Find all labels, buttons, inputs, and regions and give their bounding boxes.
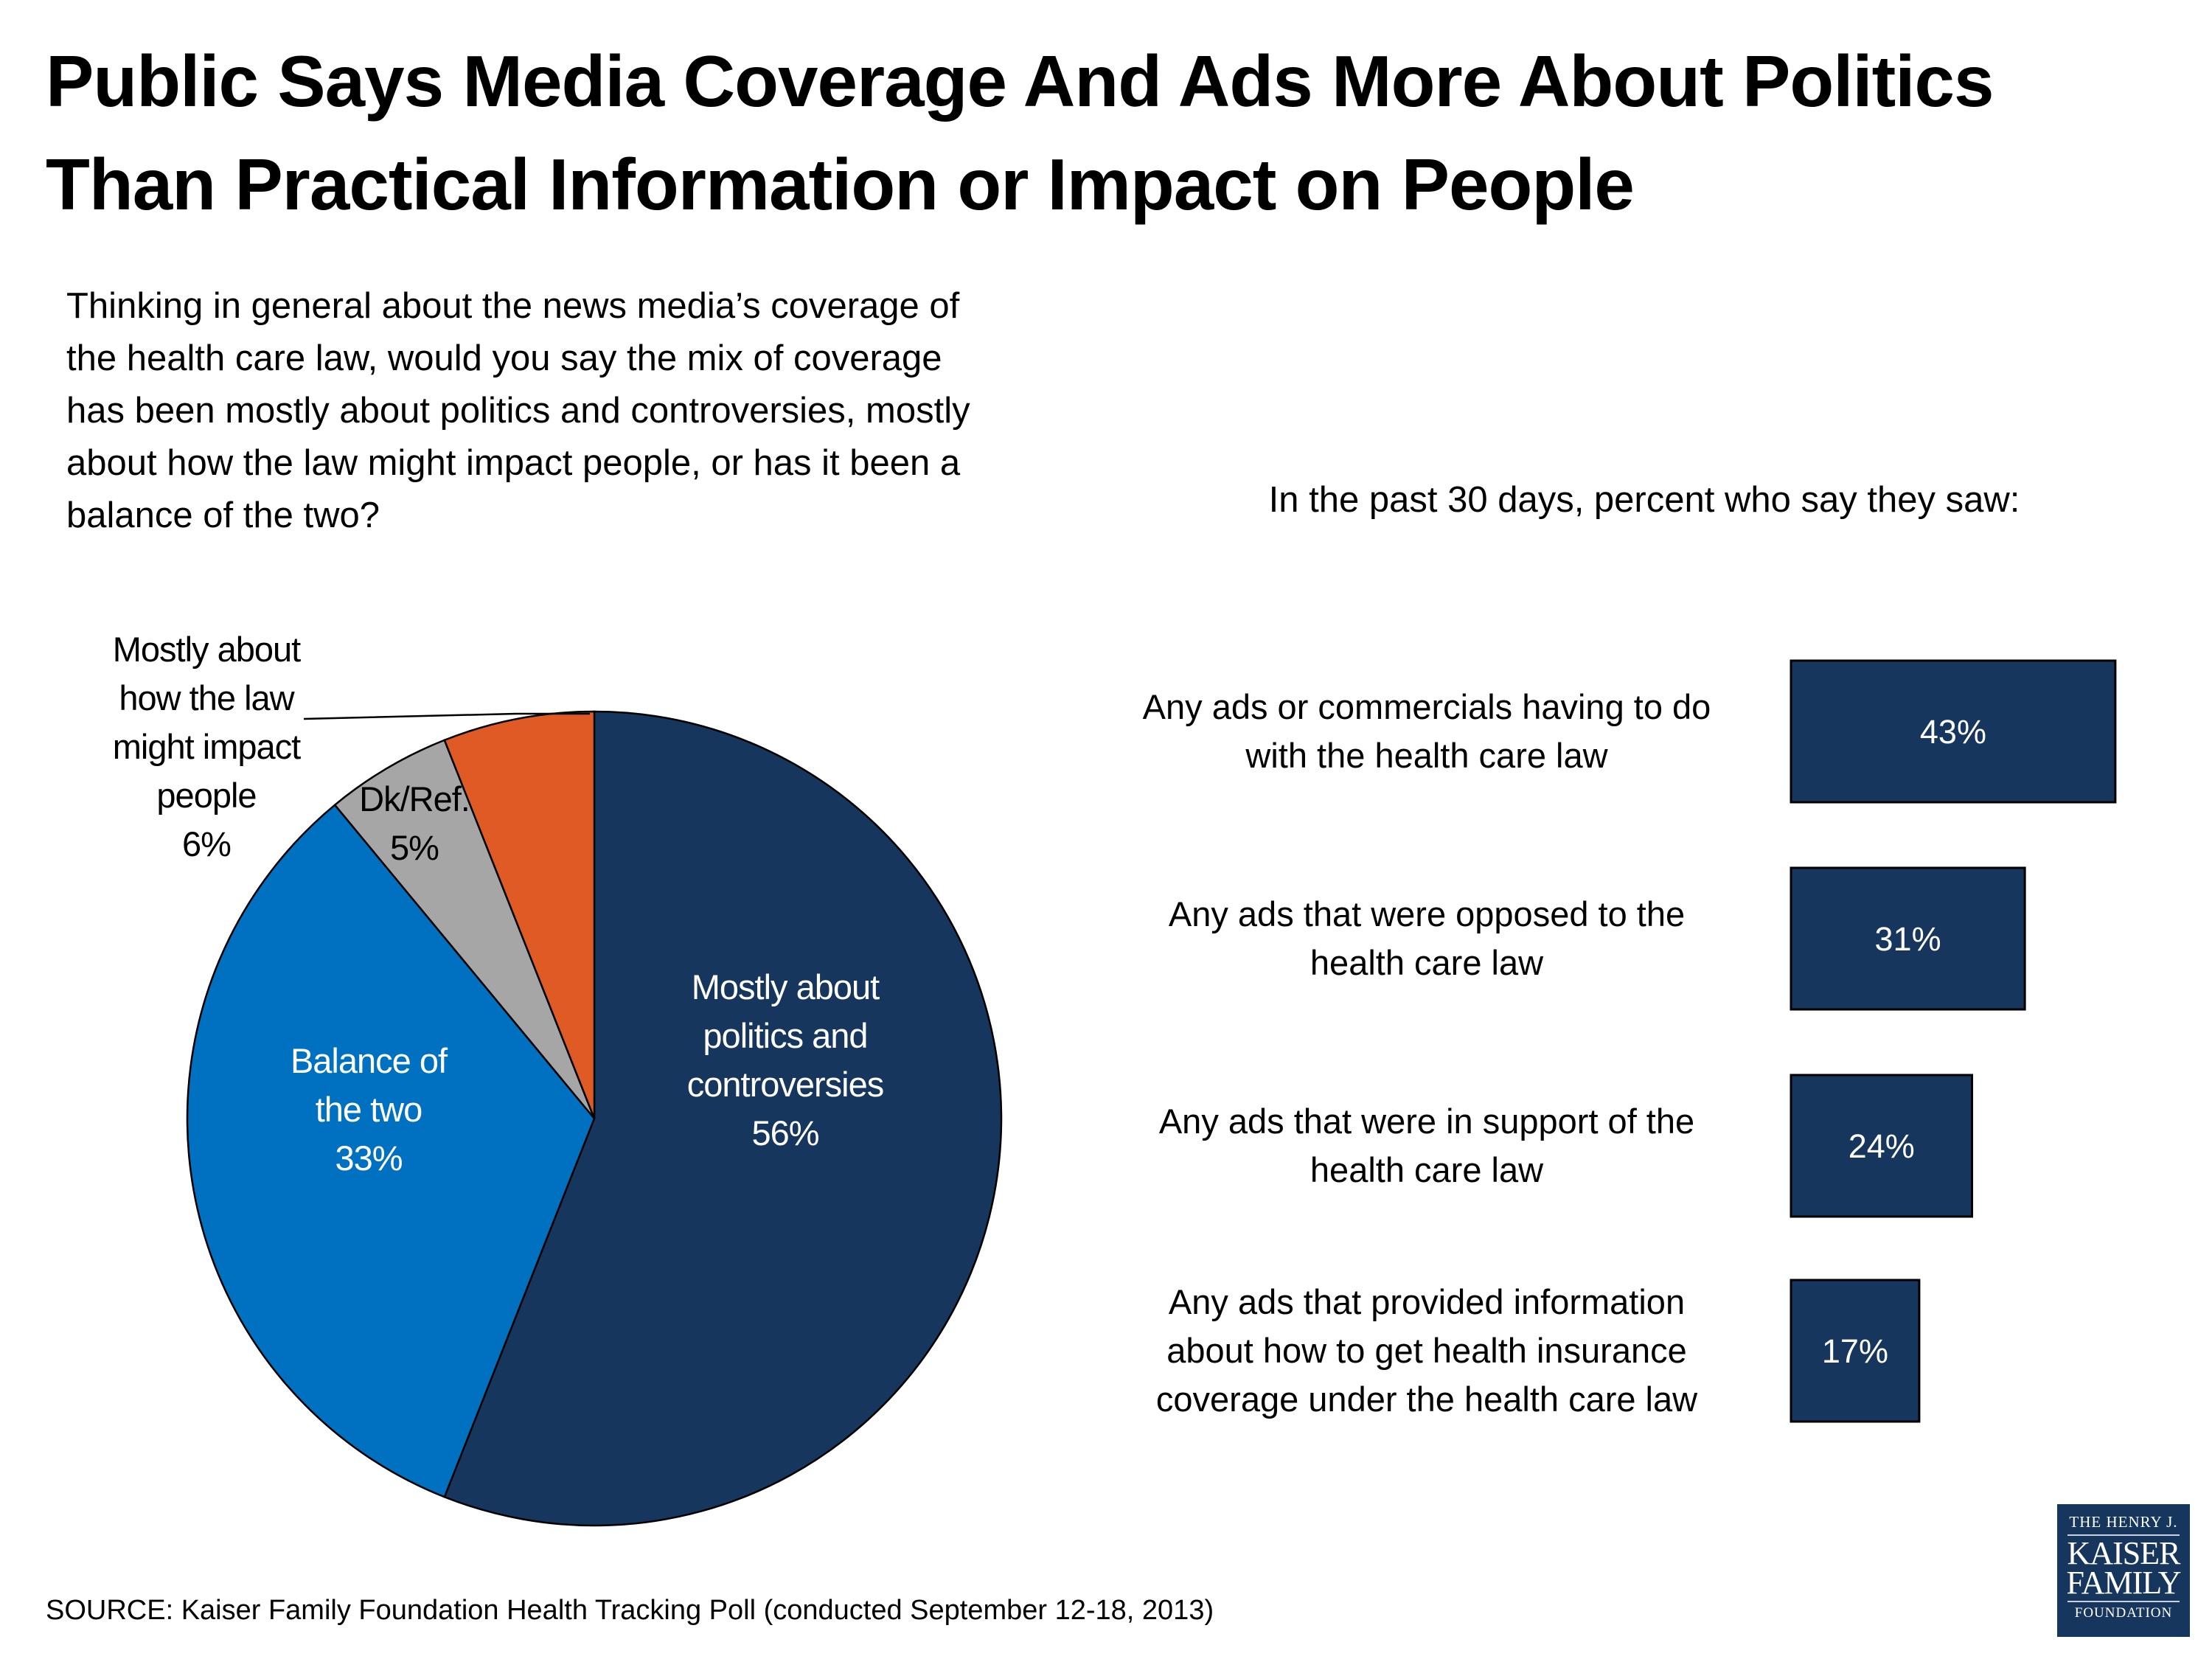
question-line: Thinking in general about the news media… [66,286,960,326]
logo-line-3: FAMILY [2066,1565,2181,1601]
source-note: SOURCE: Kaiser Family Foundation Health … [46,1595,1214,1626]
bar-category-label-line: Any ads or commercials having to do [1142,687,1711,726]
pie-slice-label: 33% [335,1138,402,1178]
pie-slice-label: might impact [113,727,301,766]
bar-category-label: Any ads or commercials having to do with … [1095,683,1759,780]
bar-category-label-line: Any ads that were in support of the [1158,1102,1695,1141]
bar-category-label-line: coverage under the health care law [1155,1380,1698,1419]
bar [1790,1074,1974,1218]
pie-slice [443,710,1003,1527]
title-line-1: Public Says Media Coverage And Ads More … [46,41,1994,122]
title-line-2: Than Practical Information or Impact on … [46,144,1635,225]
bar-category-label-line: health care law [1310,943,1544,982]
bar-category-label: Any ads that were opposed to the health c… [1095,890,1759,987]
pie-slice-label: Balance of [291,1041,448,1080]
pie-slice [186,803,596,1498]
pie-slice [443,710,596,1119]
pie-slice-label: Mostly about [692,967,880,1006]
survey-question: Thinking in general about the news media… [66,280,1099,542]
bar-value-label: 31% [1875,920,1941,958]
bar-value-label: 17% [1822,1332,1888,1370]
page-title: Public Says Media Coverage And Ads More … [46,29,2184,236]
pie-slice-label: Dk/Ref. [359,779,470,818]
bar-chart-subtitle: In the past 30 days, percent who say the… [1268,480,2020,520]
pie-slice-label: 56% [751,1113,818,1152]
bar [1790,1279,1921,1423]
bar-category-label: Any ads that provided information about h… [1095,1278,1759,1424]
bar-value-label: 24% [1848,1127,1915,1165]
question-line: the health care law, would you say the m… [66,338,942,378]
bar-category-label-line: about how to get health insurance [1166,1331,1687,1370]
logo-line-4: FOUNDATION [2074,1605,2173,1621]
bar [1790,659,2117,804]
bar [1790,866,2026,1011]
logo-line-2: KAISER [2067,1535,2181,1571]
pie-slice-label: controversies [687,1065,884,1104]
pie-slice-label: the two [316,1090,422,1129]
bar-value-label: 43% [1920,713,1986,751]
logo-line-1: THE HENRY J. [2069,1513,2178,1531]
bar-category-label-line: Any ads that were opposed to the [1168,894,1686,933]
pie-slice-label: 5% [390,828,439,867]
bar-category-label-line: with the health care law [1245,736,1608,775]
pie-slice [333,739,596,1119]
kff-logo: THE HENRY J. KAISER FAMILY FOUNDATION [2057,1504,2190,1637]
pie-leader-line [303,712,590,720]
bar-category-label: Any ads that were in support of the healt… [1095,1097,1759,1194]
question-line: has been mostly about politics and contr… [66,391,970,431]
pie-slice-label: Mostly about [113,630,301,669]
pie-slice-label: politics and [703,1016,867,1055]
bar-category-label-line: Any ads that provided information [1168,1282,1686,1321]
pie-slice-label: how the law [119,678,295,717]
bar-category-label-line: health care law [1310,1150,1544,1189]
logo-rule [2067,1534,2180,1536]
pie-slice-label: 6% [182,824,231,863]
question-line: balance of the two? [66,495,380,535]
question-line: about how the law might impact people, o… [66,443,961,483]
logo-rule [2067,1601,2180,1602]
pie-slice-label: people [156,776,256,815]
